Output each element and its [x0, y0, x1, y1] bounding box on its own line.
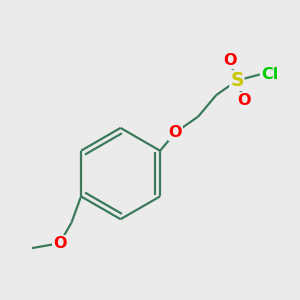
Text: O: O	[223, 53, 236, 68]
Text: Cl: Cl	[261, 67, 279, 82]
Text: O: O	[237, 93, 251, 108]
Text: S: S	[230, 71, 244, 90]
Text: O: O	[169, 125, 182, 140]
Text: O: O	[53, 236, 66, 251]
